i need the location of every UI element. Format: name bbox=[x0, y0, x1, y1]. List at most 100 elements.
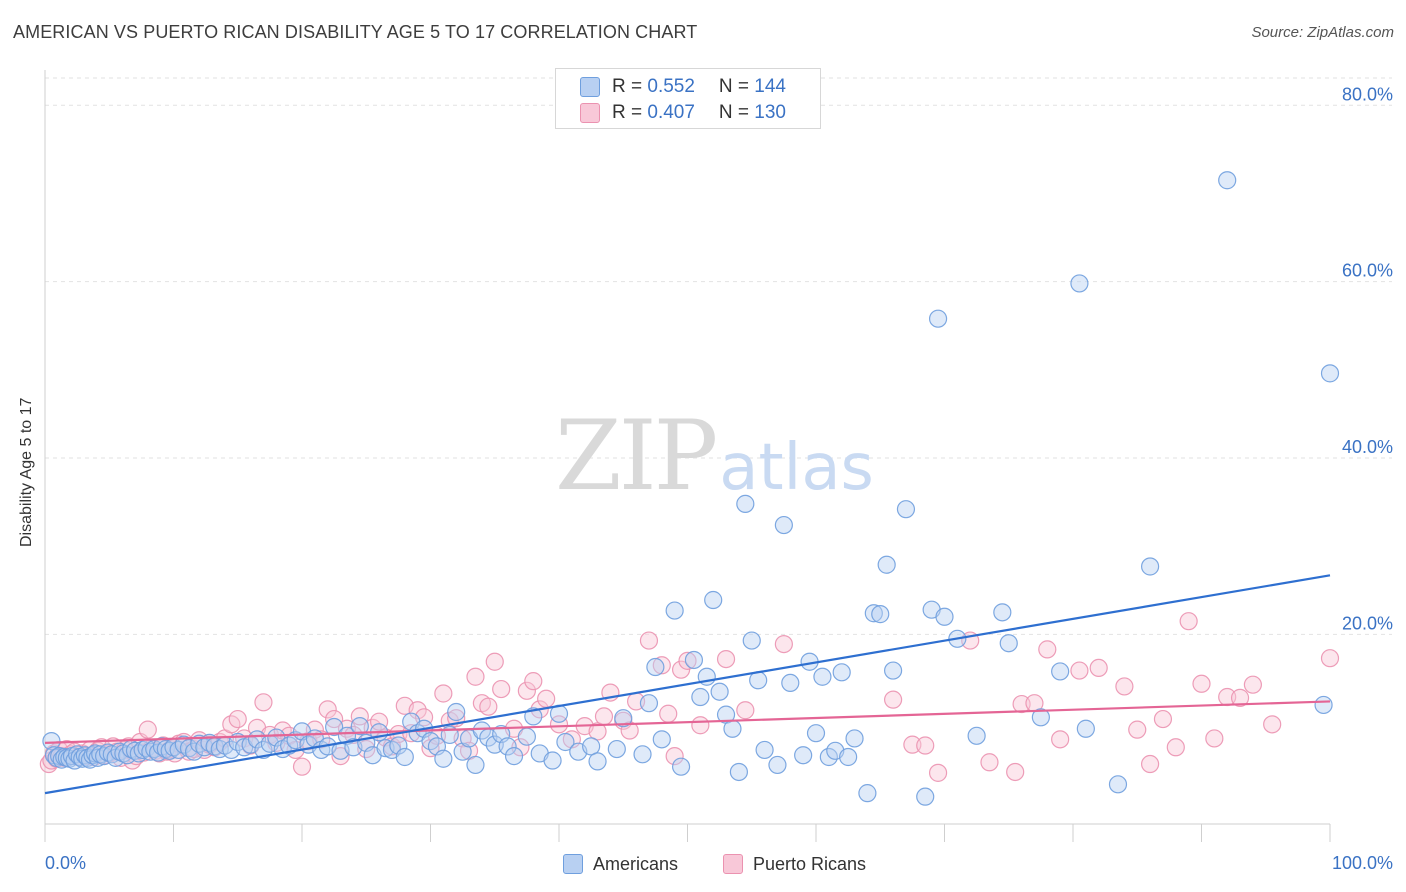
legend-row-puerto-ricans: R = 0.407 N = 130 bbox=[580, 101, 786, 125]
americans-point bbox=[639, 694, 659, 713]
puerto-ricans-point bbox=[292, 757, 312, 776]
americans-point bbox=[1051, 662, 1070, 681]
puerto-ricans-point bbox=[331, 746, 350, 766]
puerto-ricans-point bbox=[517, 681, 536, 700]
americans-point bbox=[806, 724, 826, 743]
legend-n-value: 130 bbox=[754, 102, 786, 123]
puerto-ricans-point bbox=[1051, 730, 1070, 749]
legend-r-label: R = bbox=[612, 76, 648, 97]
americans-point bbox=[633, 745, 652, 764]
tick-labels: 20.0% 40.0% 60.0% 80.0% 0.0% 100.0% bbox=[45, 84, 1393, 873]
americans-point bbox=[337, 726, 357, 745]
americans-point bbox=[729, 762, 749, 782]
legend-r-label: R = bbox=[612, 102, 648, 123]
americans-point bbox=[498, 737, 517, 756]
puerto-ricans-point bbox=[928, 763, 948, 782]
americans-point bbox=[665, 601, 684, 620]
americans-point bbox=[434, 749, 453, 768]
puerto-ricans-point bbox=[1140, 754, 1160, 774]
puerto-ricans-point bbox=[138, 720, 157, 739]
americans-point bbox=[556, 732, 575, 752]
americans-point bbox=[543, 751, 562, 770]
americans-point bbox=[742, 631, 761, 650]
americans-legend-label: Americans bbox=[593, 853, 679, 874]
americans-point bbox=[839, 747, 858, 767]
legend-n-label: N = bbox=[718, 76, 755, 97]
americans-point bbox=[928, 309, 948, 328]
x-tick-label: 100.0% bbox=[1332, 853, 1393, 873]
americans-point bbox=[774, 515, 793, 535]
watermark-zip: ZIP bbox=[555, 400, 718, 512]
puerto-ricans-point bbox=[1179, 612, 1198, 631]
puerto-ricans-point bbox=[1153, 709, 1173, 729]
puerto-ricans-point bbox=[1128, 720, 1147, 739]
americans-point bbox=[350, 717, 369, 736]
americans-point bbox=[42, 732, 61, 751]
puerto-ricans-point bbox=[594, 707, 614, 726]
puerto-ricans-legend-swatch bbox=[723, 854, 743, 874]
americans-point bbox=[646, 657, 665, 677]
americans-point bbox=[466, 755, 485, 775]
americans-point bbox=[1076, 719, 1095, 738]
puerto-ricans-point bbox=[350, 707, 369, 726]
americans-point bbox=[723, 719, 742, 738]
americans-point bbox=[845, 729, 864, 748]
y-tick-label: 20.0% bbox=[1342, 613, 1393, 633]
americans-point bbox=[877, 555, 896, 574]
americans-legend-swatch bbox=[563, 854, 583, 874]
americans-point bbox=[967, 726, 986, 745]
puerto-ricans-point bbox=[774, 634, 793, 654]
puerto-ricans-point bbox=[691, 716, 710, 735]
puerto-ricans-point bbox=[652, 656, 671, 675]
americans-point bbox=[684, 650, 704, 670]
legend-r-value: 0.407 bbox=[647, 102, 695, 123]
grid-lines bbox=[45, 77, 1392, 635]
americans-point bbox=[588, 752, 607, 771]
americans-point bbox=[736, 494, 755, 513]
americans-point bbox=[896, 500, 916, 519]
americans-point bbox=[614, 709, 633, 728]
puerto-ricans-point bbox=[1038, 640, 1057, 659]
americans-point bbox=[389, 736, 408, 755]
puerto-ricans-point bbox=[639, 631, 659, 650]
americans-point bbox=[781, 673, 800, 693]
puerto-ricans-point bbox=[318, 700, 337, 719]
americans-point bbox=[794, 746, 813, 765]
americans-point bbox=[671, 757, 691, 776]
y-tick-label: 40.0% bbox=[1342, 437, 1393, 457]
americans-point bbox=[993, 603, 1012, 622]
puerto-ricans-point bbox=[883, 690, 903, 709]
puerto-ricans-point bbox=[408, 701, 427, 720]
bottom-legend-americans: Americans bbox=[563, 852, 678, 876]
legend-n-value: 144 bbox=[754, 76, 786, 97]
puerto-ricans-point bbox=[588, 722, 607, 741]
americans-point bbox=[1031, 708, 1050, 727]
puerto-ricans-point bbox=[537, 689, 556, 708]
x-tick-label: 0.0% bbox=[45, 853, 86, 873]
puerto-ricans-legend-label: Puerto Ricans bbox=[753, 853, 867, 874]
puerto-ricans-point bbox=[479, 697, 498, 716]
puerto-ricans-point bbox=[485, 652, 504, 671]
puerto-ricans-point bbox=[524, 672, 543, 691]
puerto-ricans-point bbox=[1230, 688, 1250, 707]
y-tick-label: 80.0% bbox=[1342, 84, 1393, 104]
trend-lines bbox=[44, 574, 1331, 795]
americans-point bbox=[864, 604, 883, 623]
puerto-ricans-point bbox=[434, 684, 453, 703]
americans-point bbox=[582, 737, 601, 756]
source-label: Source: ZipAtlas.com bbox=[1251, 24, 1394, 41]
americans-point bbox=[768, 755, 787, 775]
americans-point bbox=[935, 607, 954, 626]
puerto-ricans-trend-line bbox=[44, 700, 1331, 744]
puerto-ricans-point bbox=[1263, 715, 1282, 734]
puerto-ricans-point bbox=[736, 701, 755, 720]
puerto-ricans-point bbox=[370, 712, 389, 731]
puerto-ricans-point bbox=[549, 715, 569, 734]
legend-n-label: N = bbox=[718, 102, 755, 123]
americans-trend-line bbox=[44, 574, 1331, 795]
legend-r-value: 0.552 bbox=[647, 76, 695, 97]
y-axis-label: Disability Age 5 to 17 bbox=[18, 397, 35, 547]
americans-point bbox=[1070, 274, 1089, 293]
puerto-ricans-point bbox=[1205, 729, 1224, 748]
americans-point bbox=[813, 667, 832, 686]
